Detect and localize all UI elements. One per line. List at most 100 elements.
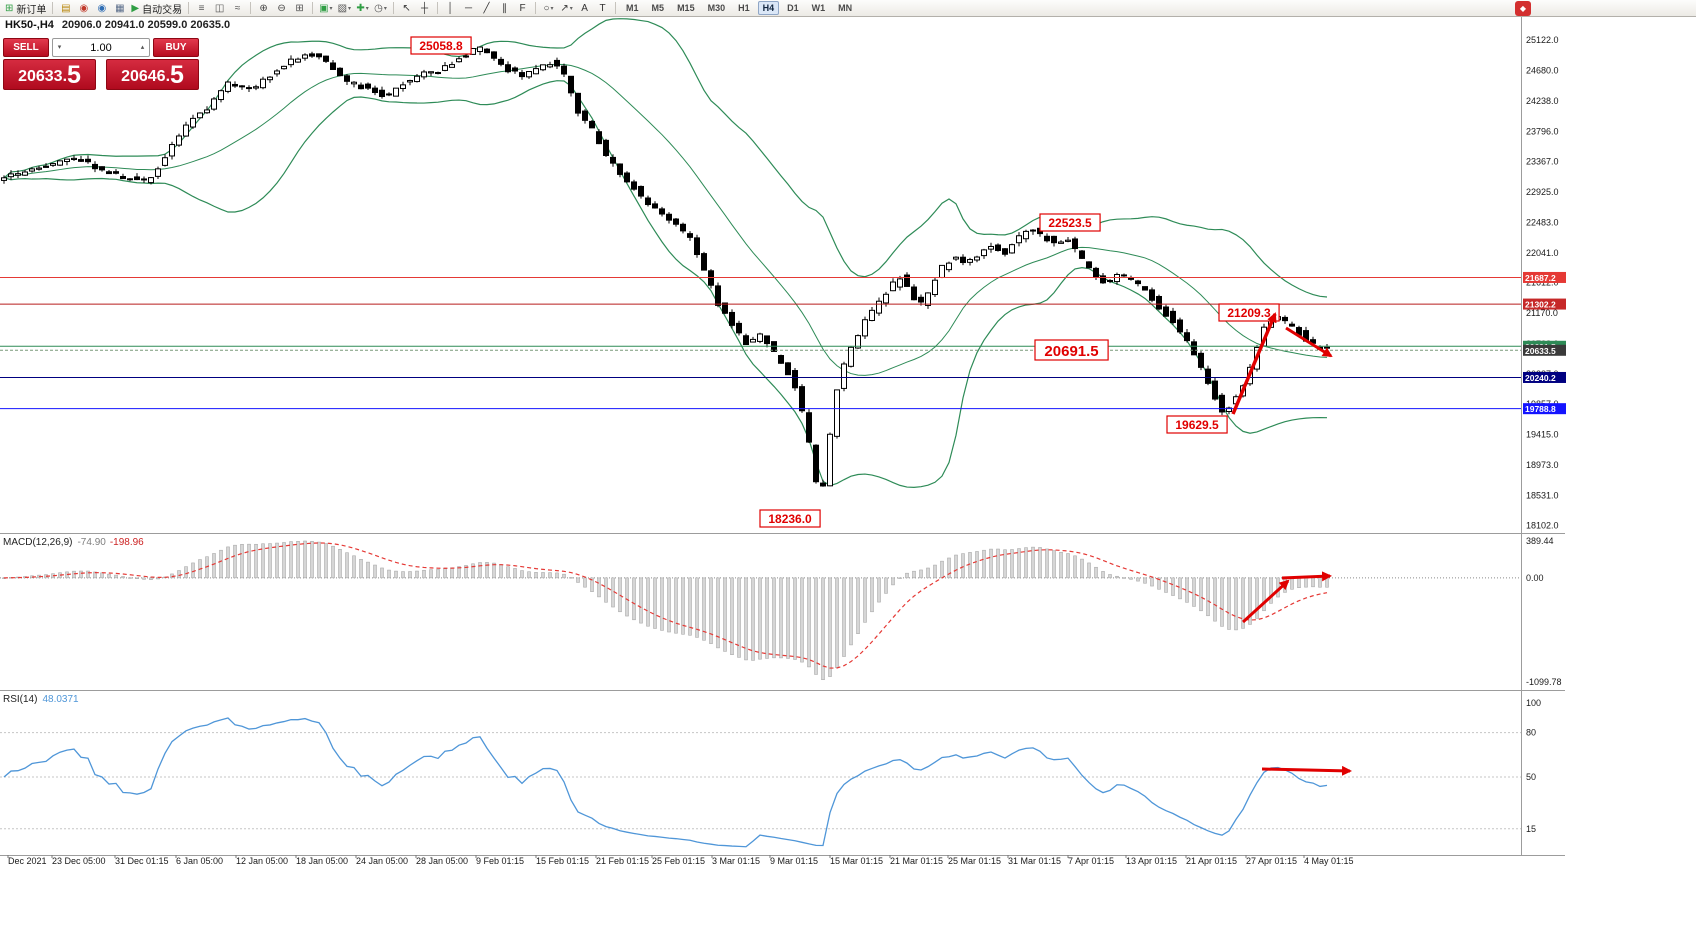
- timeframe-mn[interactable]: MN: [838, 3, 853, 13]
- periods-button-dropdown-caret[interactable]: ▾: [383, 5, 387, 12]
- timeframe-m30[interactable]: M30: [707, 3, 726, 13]
- arrows-button-dropdown-caret[interactable]: ▾: [569, 5, 573, 12]
- indicators-button[interactable]: ✚ ▾: [354, 1, 371, 16]
- sell-price-display[interactable]: 20633. 5: [3, 59, 96, 90]
- buy-price-display[interactable]: 20646. 5: [106, 59, 199, 90]
- market-watch-button[interactable]: ▦: [111, 1, 128, 16]
- candlestick-chart-button[interactable]: ◫: [211, 1, 228, 16]
- new-chart-button[interactable]: ▣ ▾: [317, 1, 334, 16]
- zoom-out-button[interactable]: ⊖: [273, 1, 290, 16]
- sell-button[interactable]: SELL: [3, 38, 49, 57]
- vertical-line-button[interactable]: │: [442, 1, 459, 16]
- line-chart-icon: ≈: [234, 2, 241, 14]
- alerts-button[interactable]: ◉: [75, 1, 92, 16]
- periods-button[interactable]: ◷ ▾: [372, 1, 389, 16]
- text-icon: A: [581, 2, 588, 14]
- time-label: 15 Feb 01:15: [536, 856, 589, 866]
- trend-arrow: [1281, 571, 1332, 582]
- chart-ohlc-header: HK50-,H4 20906.0 20941.0 20599.0 20635.0: [5, 19, 230, 31]
- bar-chart-button[interactable]: ≡: [193, 1, 210, 16]
- horizontal-line-icon: ─: [464, 2, 473, 14]
- channel-button[interactable]: ∥: [496, 1, 513, 16]
- svg-text:24238.0: 24238.0: [1526, 96, 1559, 106]
- profiles-button[interactable]: ▧ ▾: [336, 1, 353, 16]
- bollinger-bands: [3, 18, 1328, 488]
- arrows-button[interactable]: ↗ ▾: [558, 1, 575, 16]
- price-tag: [1523, 298, 1566, 310]
- alert-icon: ◉: [79, 2, 89, 14]
- trend-arrow: [1261, 765, 1352, 776]
- time-label: 24 Jan 05:00: [356, 856, 408, 866]
- timeframe-w1[interactable]: W1: [811, 3, 826, 13]
- time-label: 21 Apr 01:15: [1186, 856, 1237, 866]
- toolbar-separator: [615, 2, 617, 14]
- one-click-trading-panel: SELL ▾ ▴ BUY 20633.5 20646.5: [3, 38, 199, 90]
- fibonacci-button[interactable]: F: [514, 1, 531, 16]
- auto-trading-button[interactable]: ▶ 自动交易: [129, 1, 184, 16]
- time-label: 15 Mar 01:15: [830, 856, 883, 866]
- buy-button[interactable]: BUY: [153, 38, 199, 57]
- zoom-in-button[interactable]: ⊕: [255, 1, 272, 16]
- lot-increment-button[interactable]: ▴: [140, 44, 145, 51]
- sell-price: 20633.: [18, 68, 68, 86]
- svg-text:22925.0: 22925.0: [1526, 187, 1559, 197]
- price-annotation: [1166, 415, 1228, 434]
- panel-borders: [0, 16, 1565, 856]
- timeframe-m1[interactable]: M1: [626, 3, 639, 13]
- horizontal-line-button[interactable]: ─: [460, 1, 477, 16]
- profiles-icon: ▧: [337, 2, 348, 14]
- profiles-button-dropdown-caret[interactable]: ▾: [348, 5, 352, 12]
- shapes-button[interactable]: ○ ▾: [540, 1, 557, 16]
- line-chart-button[interactable]: ≈: [229, 1, 246, 16]
- indicators-button-dropdown-caret[interactable]: ▾: [365, 5, 369, 12]
- new-order-button[interactable]: ⊞ 新订单: [3, 1, 48, 16]
- trend-arrow: [1285, 326, 1333, 358]
- svg-text:23796.0: 23796.0: [1526, 127, 1559, 137]
- price-tag: [1523, 371, 1566, 383]
- cursor-icon: ↖: [402, 2, 411, 14]
- sell-price-last-digit: 5: [67, 60, 81, 89]
- svg-text:-1099.78: -1099.78: [1526, 677, 1562, 687]
- clock-icon: ◷: [374, 2, 383, 14]
- lot-size-input[interactable]: [66, 41, 136, 54]
- svg-text:20691.5: 20691.5: [1044, 343, 1098, 360]
- new-chart-icon: ▣: [319, 2, 329, 14]
- trendline-button[interactable]: ╱: [478, 1, 495, 16]
- text-label-button[interactable]: T: [594, 1, 611, 16]
- svg-text:20633.5: 20633.5: [1525, 346, 1556, 356]
- rsi-value: 48.0371: [42, 694, 79, 705]
- rsi-name: RSI(14): [3, 694, 38, 705]
- svg-text:19788.8: 19788.8: [1525, 404, 1556, 414]
- annotations: 25058.8 22523.5 21209.3 20691.5 19629.5 18236…: [410, 36, 1280, 528]
- timeframe-m15[interactable]: M15: [677, 3, 695, 13]
- svg-text:21302.2: 21302.2: [1525, 300, 1556, 310]
- lot-decrement-button[interactable]: ▾: [57, 44, 62, 51]
- crosshair-button[interactable]: ┼: [416, 1, 433, 16]
- timeframe-h1[interactable]: H1: [738, 3, 750, 13]
- toolbar-separator: [393, 2, 395, 14]
- charts-profile-button[interactable]: ▤: [57, 1, 74, 16]
- lot-size-control[interactable]: ▾ ▴: [52, 38, 150, 57]
- metaquotes-button[interactable]: ◆: [1515, 0, 1531, 16]
- community-button[interactable]: ◉: [93, 1, 110, 16]
- tile-windows-button[interactable]: ⊞: [291, 1, 308, 16]
- timeframe-m5[interactable]: M5: [651, 3, 665, 13]
- time-axis: Dec 2021 23 Dec 05:00 31 Dec 01:15 6 Jan 05…: [7, 855, 1354, 866]
- shapes-button-dropdown-caret[interactable]: ▾: [550, 5, 554, 12]
- timeframe-d1[interactable]: D1: [787, 3, 799, 13]
- time-label: 4 May 01:15: [1304, 856, 1354, 866]
- candlestick-icon: ◫: [214, 2, 225, 14]
- svg-text:15: 15: [1526, 824, 1536, 834]
- tile-windows-icon: ⊞: [295, 2, 304, 14]
- text-button[interactable]: A: [576, 1, 593, 16]
- cursor-button[interactable]: ↖: [398, 1, 415, 16]
- timeframe-h4[interactable]: H4: [757, 1, 780, 15]
- svg-text:23367.0: 23367.0: [1526, 156, 1559, 166]
- zoom-in-icon: ⊕: [259, 2, 268, 14]
- fibonacci-icon: F: [519, 2, 526, 14]
- price-tag: [1523, 344, 1566, 356]
- new-chart-button-dropdown-caret[interactable]: ▾: [329, 5, 333, 12]
- svg-text:18531.0: 18531.0: [1526, 491, 1559, 501]
- trend-arrow: [1241, 579, 1290, 624]
